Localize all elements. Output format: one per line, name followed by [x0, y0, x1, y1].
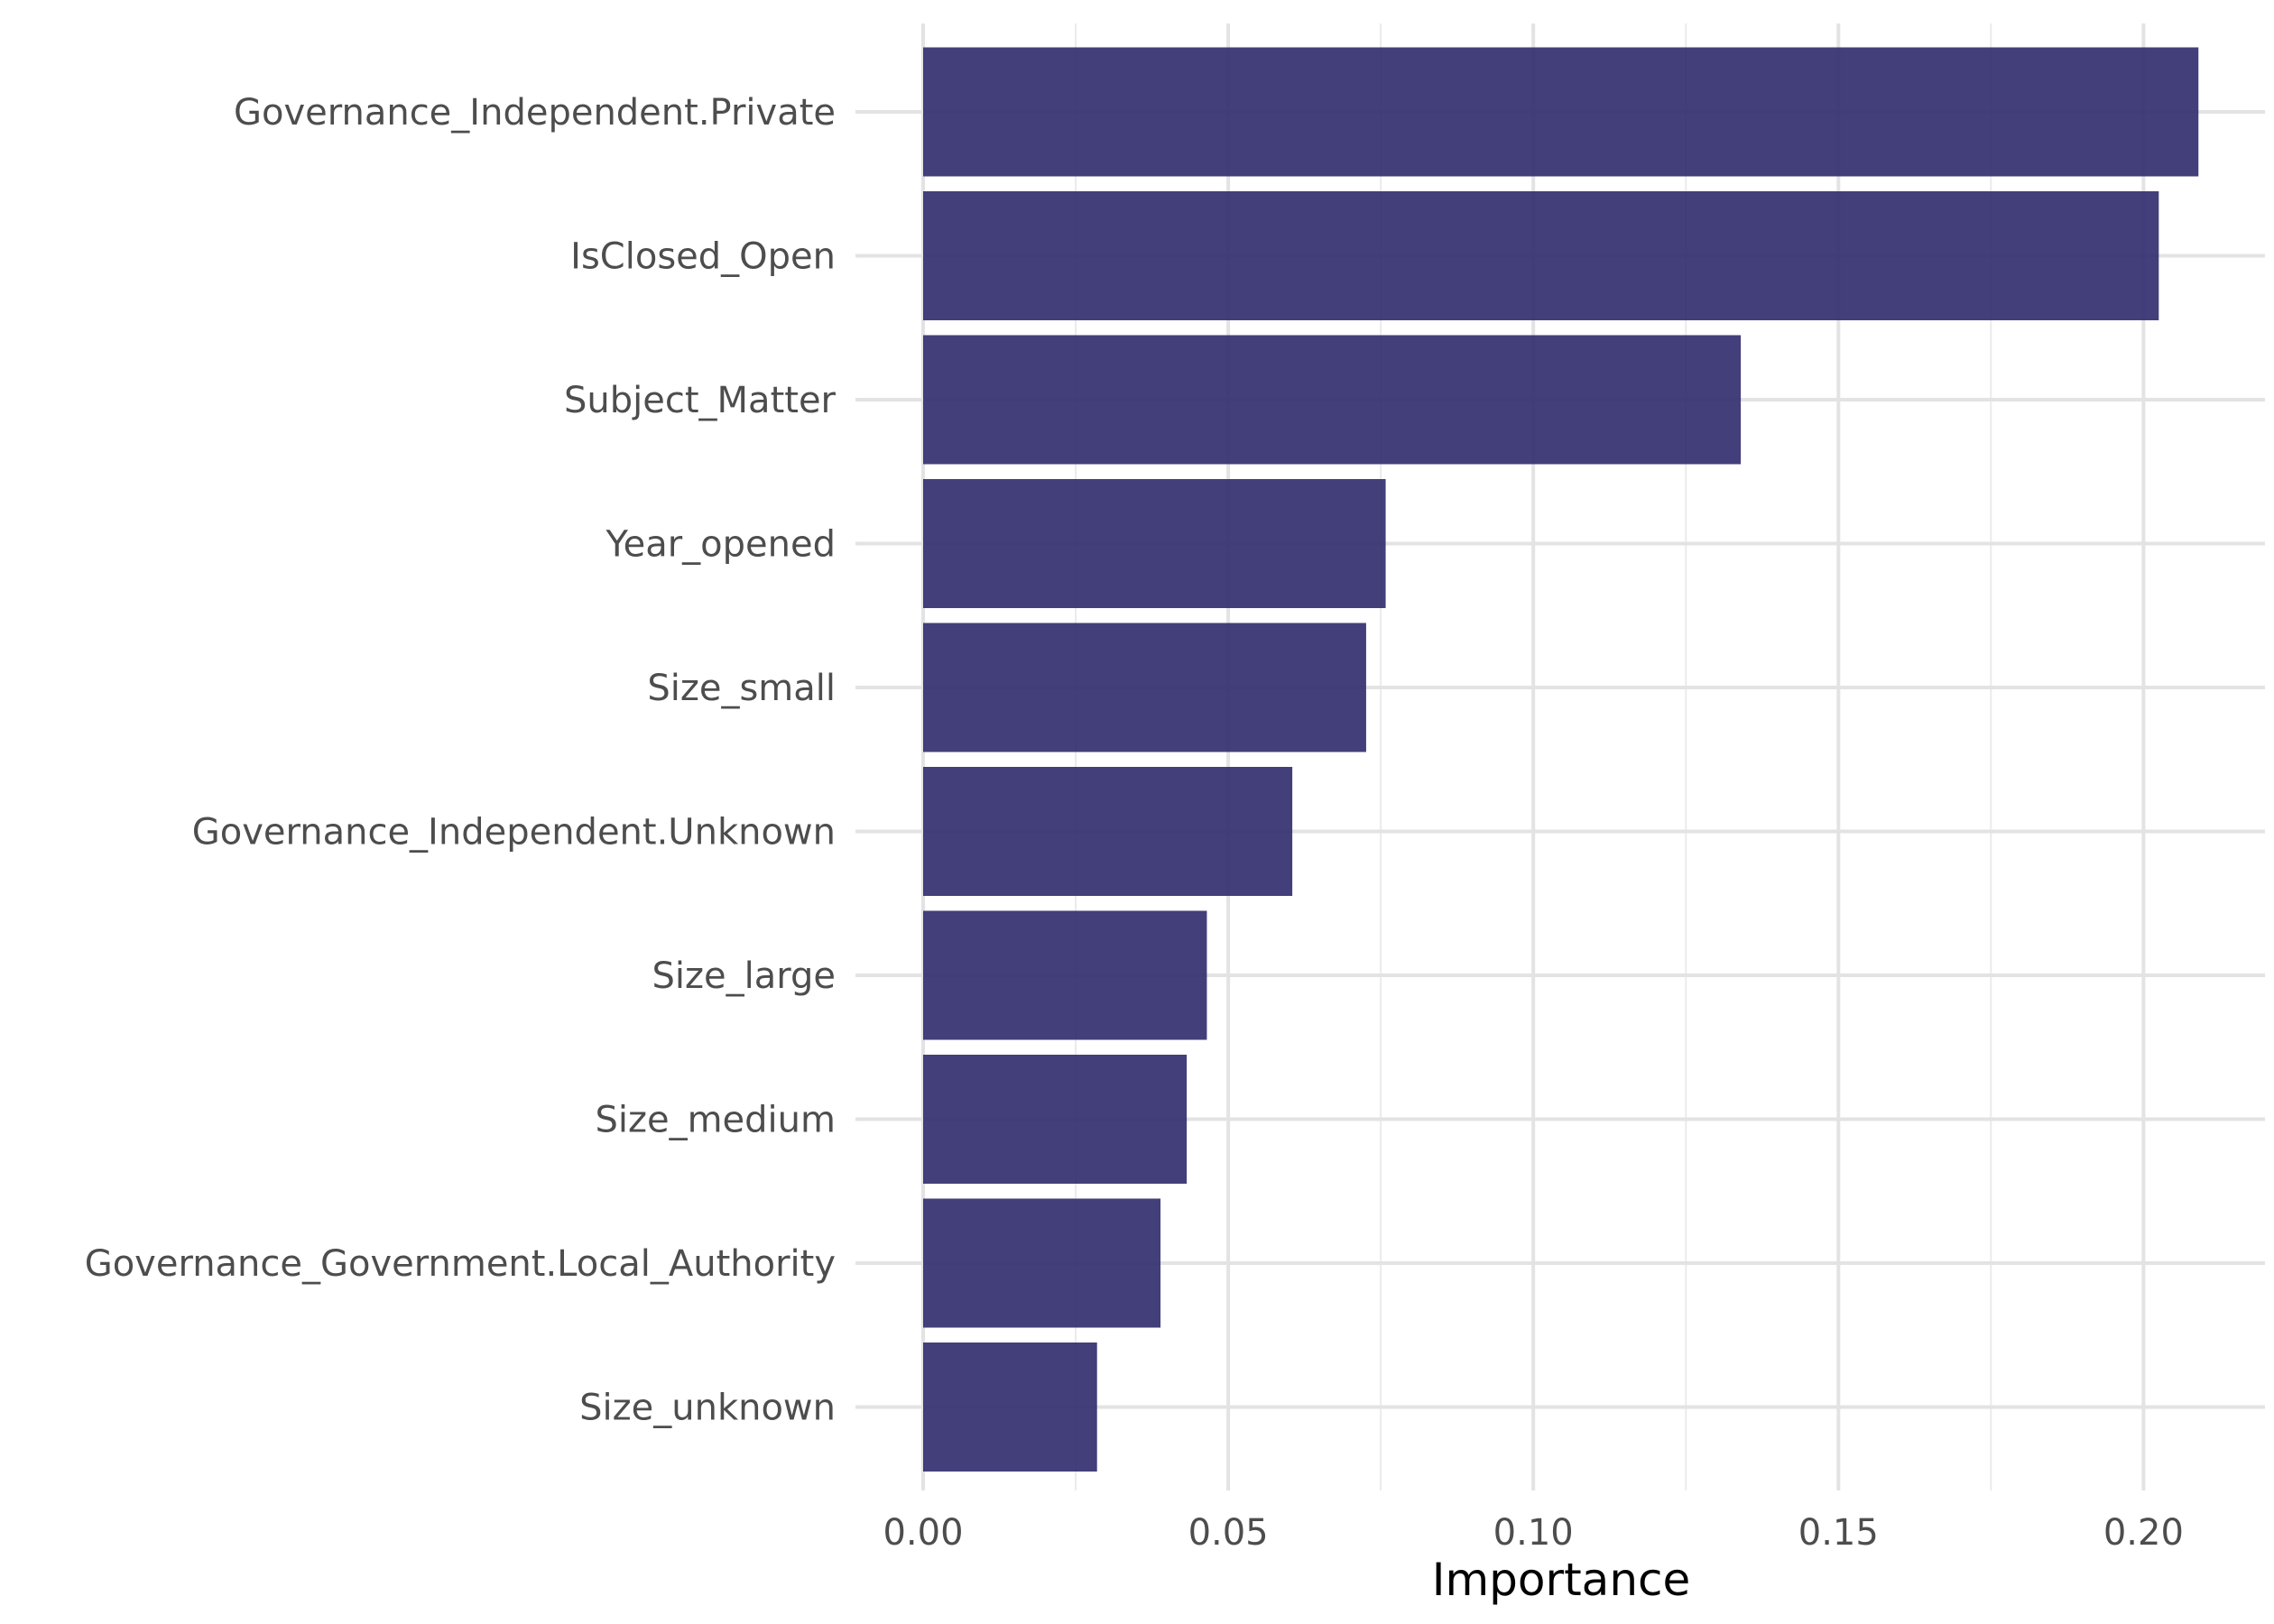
bar [923, 1055, 1188, 1184]
bar [923, 623, 1366, 752]
y-category-label: Governance_Independent.Private [234, 92, 836, 134]
y-category-label: Size_large [652, 955, 836, 997]
bar [923, 767, 1293, 896]
y-category-label: Governance_Independent.Unknown [192, 812, 836, 854]
bar [923, 47, 2199, 177]
y-category-label: IsClosed_Open [570, 236, 836, 278]
bar [923, 191, 2159, 320]
x-tick-label: 0.15 [1798, 1512, 1879, 1554]
x-axis-title: Importance [1432, 1554, 1691, 1606]
x-tick-label: 0.20 [2103, 1512, 2184, 1554]
bar [923, 1198, 1161, 1328]
y-category-label: Year_opened [605, 524, 836, 566]
y-category-label: Size_unknown [579, 1388, 836, 1429]
bar [923, 335, 1742, 465]
bar [923, 479, 1386, 608]
bar [923, 1343, 1097, 1472]
y-category-label: Subject_Matter [564, 380, 837, 421]
y-axis-labels: Governance_Independent.Private IsClosed_O… [85, 92, 837, 1429]
y-category-label: Size_small [647, 668, 836, 709]
bars [923, 47, 2199, 1472]
x-axis-tick-labels: 0.00 0.05 0.10 0.15 0.20 [883, 1512, 2183, 1554]
bar [923, 910, 1207, 1040]
x-tick-label: 0.10 [1493, 1512, 1574, 1554]
y-category-label: Governance_Government.Local_Authority [85, 1243, 836, 1285]
x-tick-label: 0.05 [1188, 1512, 1269, 1554]
x-tick-label: 0.00 [883, 1512, 963, 1554]
y-category-label: Size_medium [595, 1100, 836, 1141]
